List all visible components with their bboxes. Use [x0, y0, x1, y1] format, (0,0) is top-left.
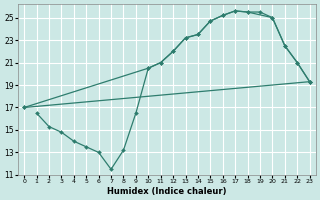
X-axis label: Humidex (Indice chaleur): Humidex (Indice chaleur): [107, 187, 227, 196]
